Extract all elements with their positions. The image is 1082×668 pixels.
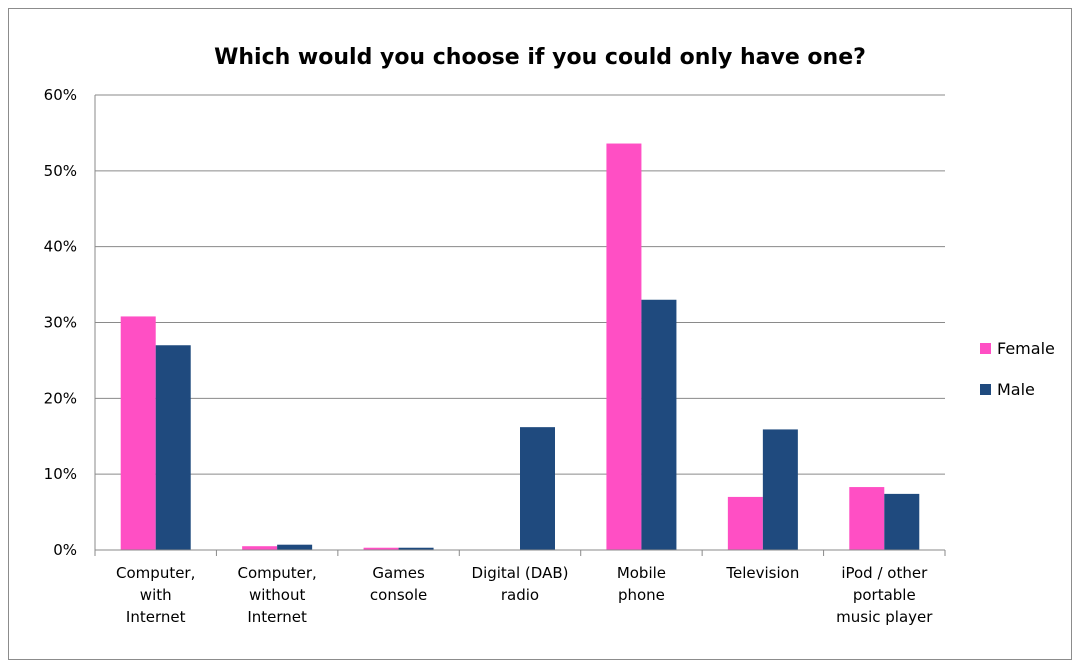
- x-category-label: Computer, without Internet: [237, 564, 316, 626]
- bar-female: [606, 143, 642, 551]
- chart-frame: [8, 8, 1072, 660]
- x-category-label: Games console: [370, 564, 427, 604]
- bar-male: [277, 544, 313, 550]
- bar-male: [762, 429, 798, 550]
- x-category-label: Computer, with Internet: [116, 564, 195, 626]
- y-tick-label: 60%: [44, 86, 77, 104]
- bar-female: [363, 547, 399, 550]
- y-tick-label: 20%: [44, 389, 77, 407]
- bar-male: [884, 493, 920, 550]
- bar-female: [120, 316, 156, 550]
- x-category-label: Digital (DAB) radio: [472, 564, 569, 604]
- x-category-label: Mobile phone: [617, 564, 666, 604]
- y-tick-label: 0%: [53, 541, 77, 559]
- x-category-label: Television: [725, 564, 799, 582]
- legend: Female Male: [980, 339, 1055, 399]
- legend-label-male: Male: [997, 380, 1035, 399]
- bar-male: [398, 547, 434, 550]
- y-tick-label: 30%: [44, 314, 77, 332]
- bar-female: [242, 546, 278, 550]
- legend-swatch-male: [980, 384, 991, 395]
- y-tick-label: 50%: [44, 162, 77, 180]
- bars: [120, 143, 920, 551]
- axes: [94, 95, 946, 556]
- legend-label-female: Female: [997, 339, 1055, 358]
- x-category-label: iPod / other portable music player: [836, 564, 933, 626]
- gridlines: [95, 94, 945, 475]
- bar-male: [155, 345, 191, 550]
- legend-swatch-female: [980, 343, 991, 354]
- x-category-labels: Computer, with Internet Computer, without Int…: [116, 564, 933, 626]
- bar-female: [849, 487, 885, 550]
- y-tick-label: 40%: [44, 238, 77, 256]
- bar-female: [727, 496, 763, 550]
- bar-male: [520, 427, 555, 550]
- y-tick-labels: 0% 10% 20% 30% 40% 50% 60%: [44, 86, 77, 559]
- y-tick-label: 10%: [44, 465, 77, 483]
- chart-title: Which would you choose if you could only…: [214, 45, 866, 70]
- bar-male: [641, 299, 677, 550]
